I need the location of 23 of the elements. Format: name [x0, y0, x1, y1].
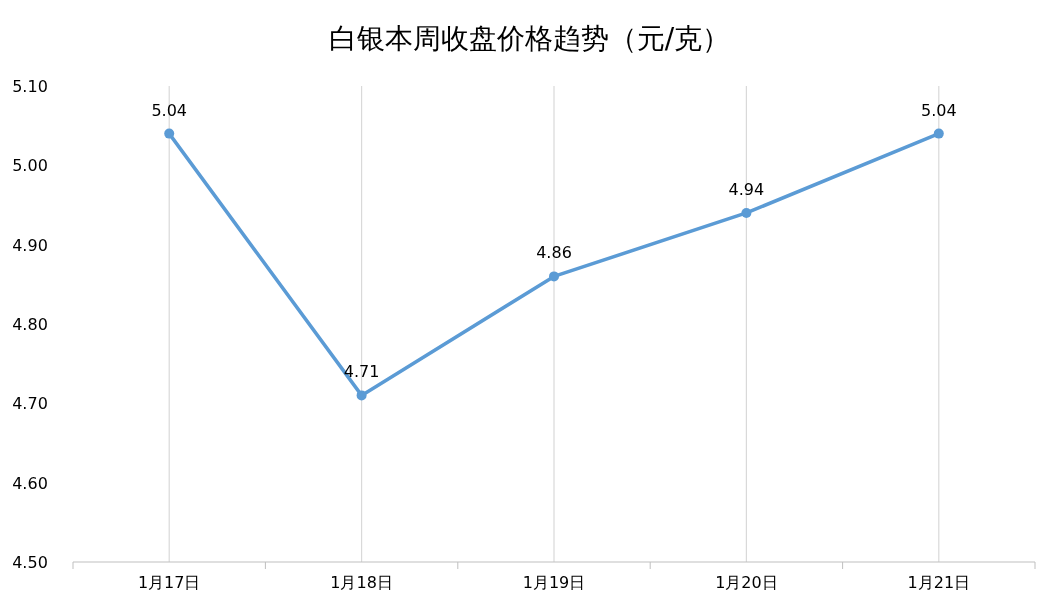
y-tick-label: 4.50	[12, 553, 48, 572]
x-tick-label: 1月20日	[715, 573, 778, 592]
y-tick-label: 4.60	[12, 473, 48, 493]
x-tick-label: 1月21日	[907, 573, 971, 592]
data-label: 4.86	[536, 243, 572, 263]
point	[549, 271, 559, 282]
data-label: 4.94	[728, 179, 765, 199]
x-tick-label: 1月19日	[522, 573, 586, 592]
data-label: 5.04	[920, 100, 957, 120]
y-tick-label: 5.10	[12, 77, 48, 96]
y-tick-label: 5.00	[12, 156, 48, 176]
x-tick-label: 1月18日	[330, 573, 393, 592]
point	[164, 128, 175, 139]
y-tick-label: 4.70	[12, 394, 48, 414]
data-label: 5.04	[151, 100, 188, 120]
x-tick-label: 1月17日	[137, 573, 201, 592]
point	[933, 128, 944, 139]
point	[741, 207, 752, 218]
y-tick-label: 4.80	[12, 315, 48, 334]
point	[356, 390, 367, 401]
chart-title: 白银本周收盘价格趋势（元/克）	[328, 22, 731, 55]
data-label: 4.71	[343, 362, 380, 382]
y-tick-label: 4.90	[12, 235, 48, 255]
